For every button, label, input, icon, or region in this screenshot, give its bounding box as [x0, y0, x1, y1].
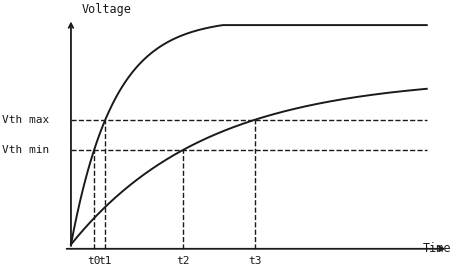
- Text: t2: t2: [176, 256, 190, 266]
- Text: Vth min: Vth min: [2, 145, 49, 155]
- Text: t0: t0: [87, 256, 101, 266]
- Text: Voltage: Voltage: [82, 4, 131, 16]
- Text: t1: t1: [98, 256, 112, 266]
- Text: Time: Time: [423, 242, 452, 255]
- Text: Vth max: Vth max: [2, 115, 49, 125]
- Text: t3: t3: [248, 256, 262, 266]
